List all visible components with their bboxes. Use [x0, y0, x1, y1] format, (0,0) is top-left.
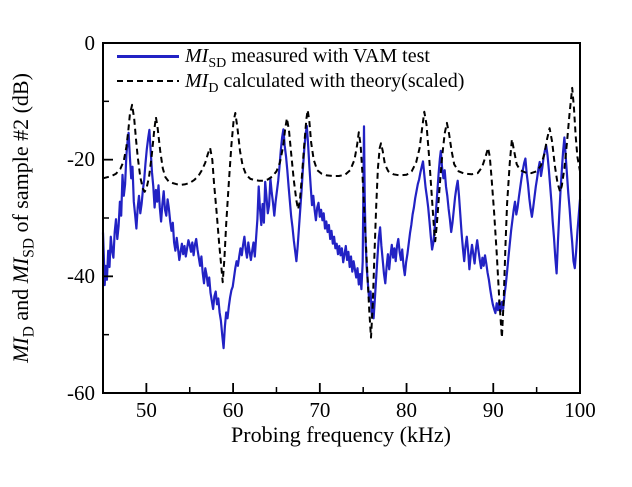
y-axis-title: MID and MISD of sample #2 (dB) [8, 73, 38, 363]
legend: MISD measured with VAM test MID calculat… [117, 44, 465, 96]
y-tick-label: -20 [67, 147, 95, 172]
label-segment: MI [185, 69, 209, 92]
label-segment: calculated with theory(scaled) [218, 69, 465, 92]
label-segment: D [20, 326, 38, 338]
x-tick-label: 80 [396, 398, 418, 422]
label-segment: and [8, 283, 33, 327]
axes-box [102, 42, 581, 394]
legend-line-solid-sample [117, 54, 179, 58]
x-tick-label: 100 [564, 398, 596, 422]
series-theory-dashed [102, 86, 581, 339]
label-segment: D [208, 80, 219, 96]
label-segment: measured with VAM test [226, 44, 430, 67]
y-tick-label: 0 [84, 30, 96, 55]
label-segment: SD [208, 55, 227, 71]
legend-line-dashed-sample [117, 80, 179, 82]
label-segment: of sample #2 (dB) [8, 73, 33, 239]
x-axis-title: Probing frequency (kHz) [231, 422, 451, 447]
x-tick-label: 60 [222, 398, 244, 422]
x-tick-label: 90 [482, 398, 504, 422]
label-segment: MI [185, 44, 209, 67]
legend-label-theory: MID calculated with theory(scaled) [185, 69, 465, 96]
x-tick-label: 70 [309, 398, 331, 422]
label-segment: MI [8, 257, 33, 284]
series-measured-solid [101, 124, 582, 350]
legend-entry-measured: MISD measured with VAM test [117, 44, 464, 71]
label-segment: MI [8, 337, 33, 363]
legend-label-measured: MISD measured with VAM test [185, 44, 430, 71]
y-tick-label: -60 [67, 380, 95, 405]
x-tick-label: 50 [135, 398, 157, 422]
label-segment: SD [20, 238, 38, 258]
y-tick-label: -40 [67, 263, 95, 288]
legend-entry-theory: MID calculated with theory(scaled) [117, 69, 465, 96]
